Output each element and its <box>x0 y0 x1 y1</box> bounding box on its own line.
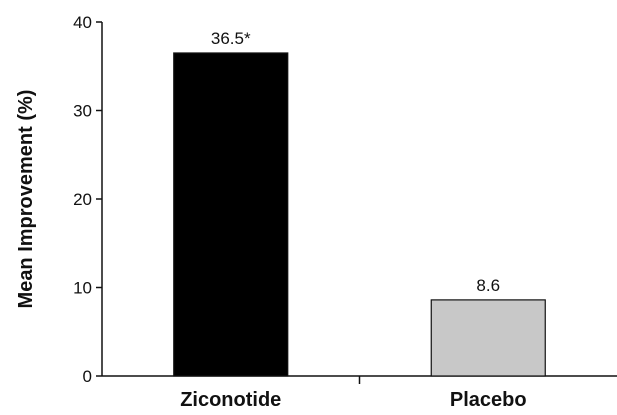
bar-ziconotide <box>173 52 289 377</box>
data-label: 8.6 <box>476 276 500 295</box>
y-tick-label: 20 <box>73 190 92 209</box>
bars <box>173 52 546 377</box>
y-tick-label: 40 <box>73 13 92 32</box>
y-axis-title: Mean Improvement (%) <box>15 90 37 309</box>
x-tick-label: Ziconotide <box>180 389 281 411</box>
bar-placebo <box>430 299 546 377</box>
labels: 36.5* Ziconotide 8.6 Placebo <box>180 29 526 411</box>
data-label: 36.5* <box>211 29 251 48</box>
y-tick-label: 30 <box>73 102 92 121</box>
y-tick-label: 0 <box>83 367 92 386</box>
x-tick-label: Placebo <box>450 389 527 411</box>
y-tick-label: 10 <box>73 279 92 298</box>
